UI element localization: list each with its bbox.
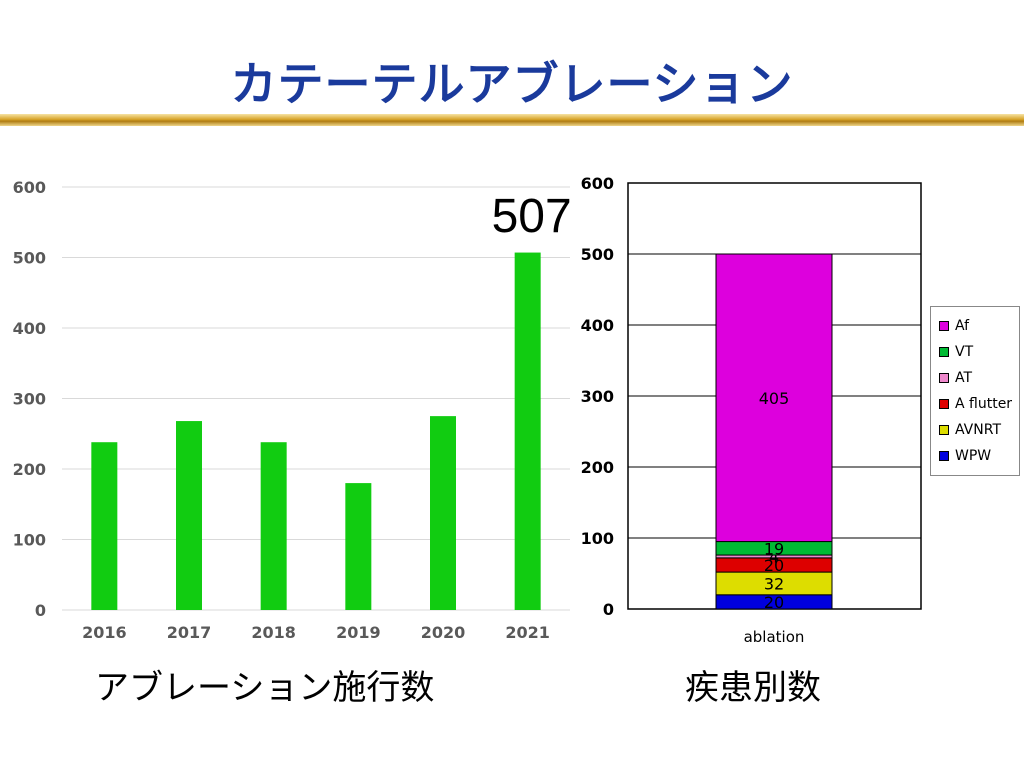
data-label: 405 — [759, 389, 790, 408]
legend-label: VT — [955, 344, 974, 360]
legend-item: Af — [939, 313, 1019, 339]
x-tick-label: 2019 — [336, 623, 381, 642]
x-tick-label: 2021 — [505, 623, 550, 642]
y-tick-label: 600 — [581, 174, 614, 193]
x-tick-label: ablation — [744, 628, 805, 646]
data-label: 19 — [764, 539, 784, 558]
legend-item: AVNRT — [939, 417, 1019, 443]
legend-label: AVNRT — [955, 422, 1001, 438]
legend-swatch — [939, 425, 949, 435]
y-tick-label: 400 — [581, 316, 614, 335]
highlight-value-label: 507 — [492, 190, 572, 243]
y-tick-label: 200 — [581, 458, 614, 477]
bar-2019 — [345, 483, 372, 610]
y-tick-label: 0 — [35, 601, 46, 620]
bar-2018 — [260, 442, 287, 610]
data-label: 4 — [769, 547, 779, 566]
legend-item: AT — [939, 365, 1019, 391]
y-tick-label: 200 — [13, 460, 46, 479]
y-tick-label: 500 — [581, 245, 614, 264]
bar-2016 — [91, 442, 118, 610]
legend-label: Af — [955, 318, 970, 334]
y-tick-label: 500 — [13, 249, 46, 268]
x-tick-label: 2017 — [167, 623, 212, 642]
chart-legend: Af VT AT A flutter AVNRT WPW — [930, 306, 1020, 476]
segment-af — [715, 253, 833, 543]
x-tick-label: 2018 — [251, 623, 296, 642]
title-divider — [0, 114, 1024, 126]
legend-item: A flutter — [939, 391, 1019, 417]
left-caption: アブレーション施行数 — [95, 668, 435, 708]
y-tick-label: 300 — [581, 387, 614, 406]
legend-swatch — [939, 321, 949, 331]
slide-title: カテーテルアブレーション — [230, 57, 794, 111]
legend-label: AT — [955, 370, 973, 386]
data-label: 20 — [764, 593, 784, 612]
x-tick-label: 2016 — [82, 623, 127, 642]
y-tick-label: 0 — [603, 600, 614, 619]
legend-item: VT — [939, 339, 1019, 365]
x-tick-label: 2020 — [421, 623, 466, 642]
legend-swatch — [939, 347, 949, 357]
legend-swatch — [939, 451, 949, 461]
bar-2020 — [430, 416, 456, 610]
bar-2021 — [514, 252, 541, 610]
legend-item: WPW — [939, 443, 1019, 469]
y-tick-label: 100 — [581, 529, 614, 548]
data-label: 32 — [764, 574, 784, 593]
legend-label: WPW — [955, 448, 992, 464]
legend-label: A flutter — [955, 396, 1013, 412]
y-tick-label: 300 — [13, 390, 46, 409]
y-tick-label: 600 — [13, 178, 46, 197]
right-caption: 疾患別数 — [685, 668, 821, 708]
y-tick-label: 100 — [13, 531, 46, 550]
bar-2017 — [176, 421, 202, 610]
data-label: 20 — [764, 556, 784, 575]
y-tick-label: 400 — [13, 319, 46, 338]
legend-swatch — [939, 373, 949, 383]
legend-swatch — [939, 399, 949, 409]
